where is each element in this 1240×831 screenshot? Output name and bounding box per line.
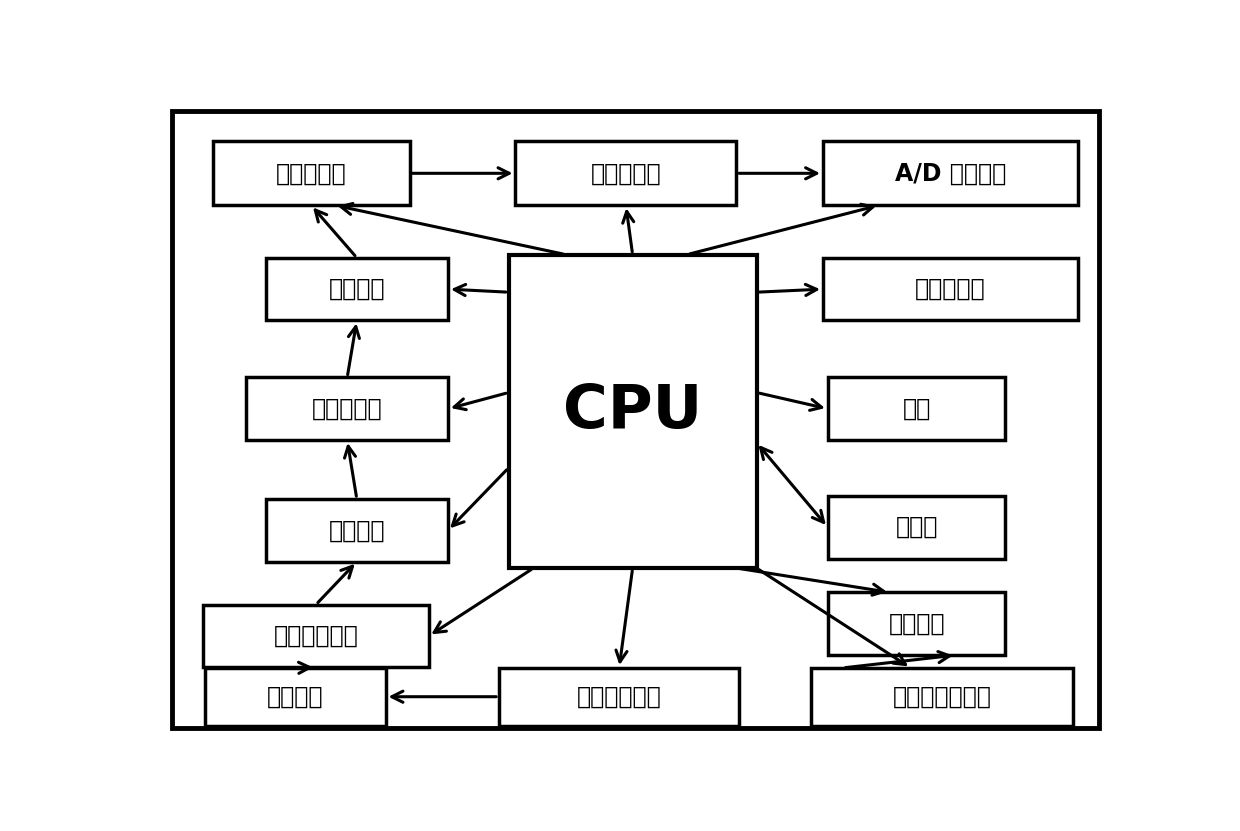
Text: 阻抗显示屏: 阻抗显示屏 — [915, 277, 986, 301]
Text: 相位旋转器: 相位旋转器 — [275, 161, 346, 185]
Text: 放大模块: 放大模块 — [329, 519, 386, 543]
Bar — [498, 668, 739, 725]
Bar — [203, 605, 429, 667]
Text: 信号输出模块: 信号输出模块 — [274, 624, 358, 648]
Bar — [213, 141, 409, 205]
Bar — [828, 377, 1006, 440]
Text: 滤波模块: 滤波模块 — [329, 277, 386, 301]
Text: CPU: CPU — [563, 381, 702, 440]
Bar — [265, 258, 448, 321]
Text: 相敏检波器: 相敏检波器 — [312, 396, 382, 420]
Text: A/D 转换模块: A/D 转换模块 — [894, 161, 1006, 185]
Text: 信号发生模块: 信号发生模块 — [577, 685, 661, 709]
Bar — [508, 254, 756, 568]
Text: 数据，充电接口: 数据，充电接口 — [893, 685, 992, 709]
Bar — [828, 496, 1006, 558]
Text: 操作键盘: 操作键盘 — [888, 612, 945, 636]
Bar — [828, 593, 1006, 655]
Text: 存储器: 存储器 — [895, 515, 937, 539]
Text: 幅度调节器: 幅度调节器 — [590, 161, 661, 185]
Bar — [205, 668, 386, 725]
Bar — [247, 377, 448, 440]
Bar — [265, 499, 448, 562]
Bar — [823, 258, 1078, 321]
Bar — [516, 141, 737, 205]
Bar — [823, 141, 1078, 205]
Bar — [811, 668, 1073, 725]
Text: 探头接口: 探头接口 — [267, 685, 324, 709]
Text: 喘叭: 喘叭 — [903, 396, 931, 420]
